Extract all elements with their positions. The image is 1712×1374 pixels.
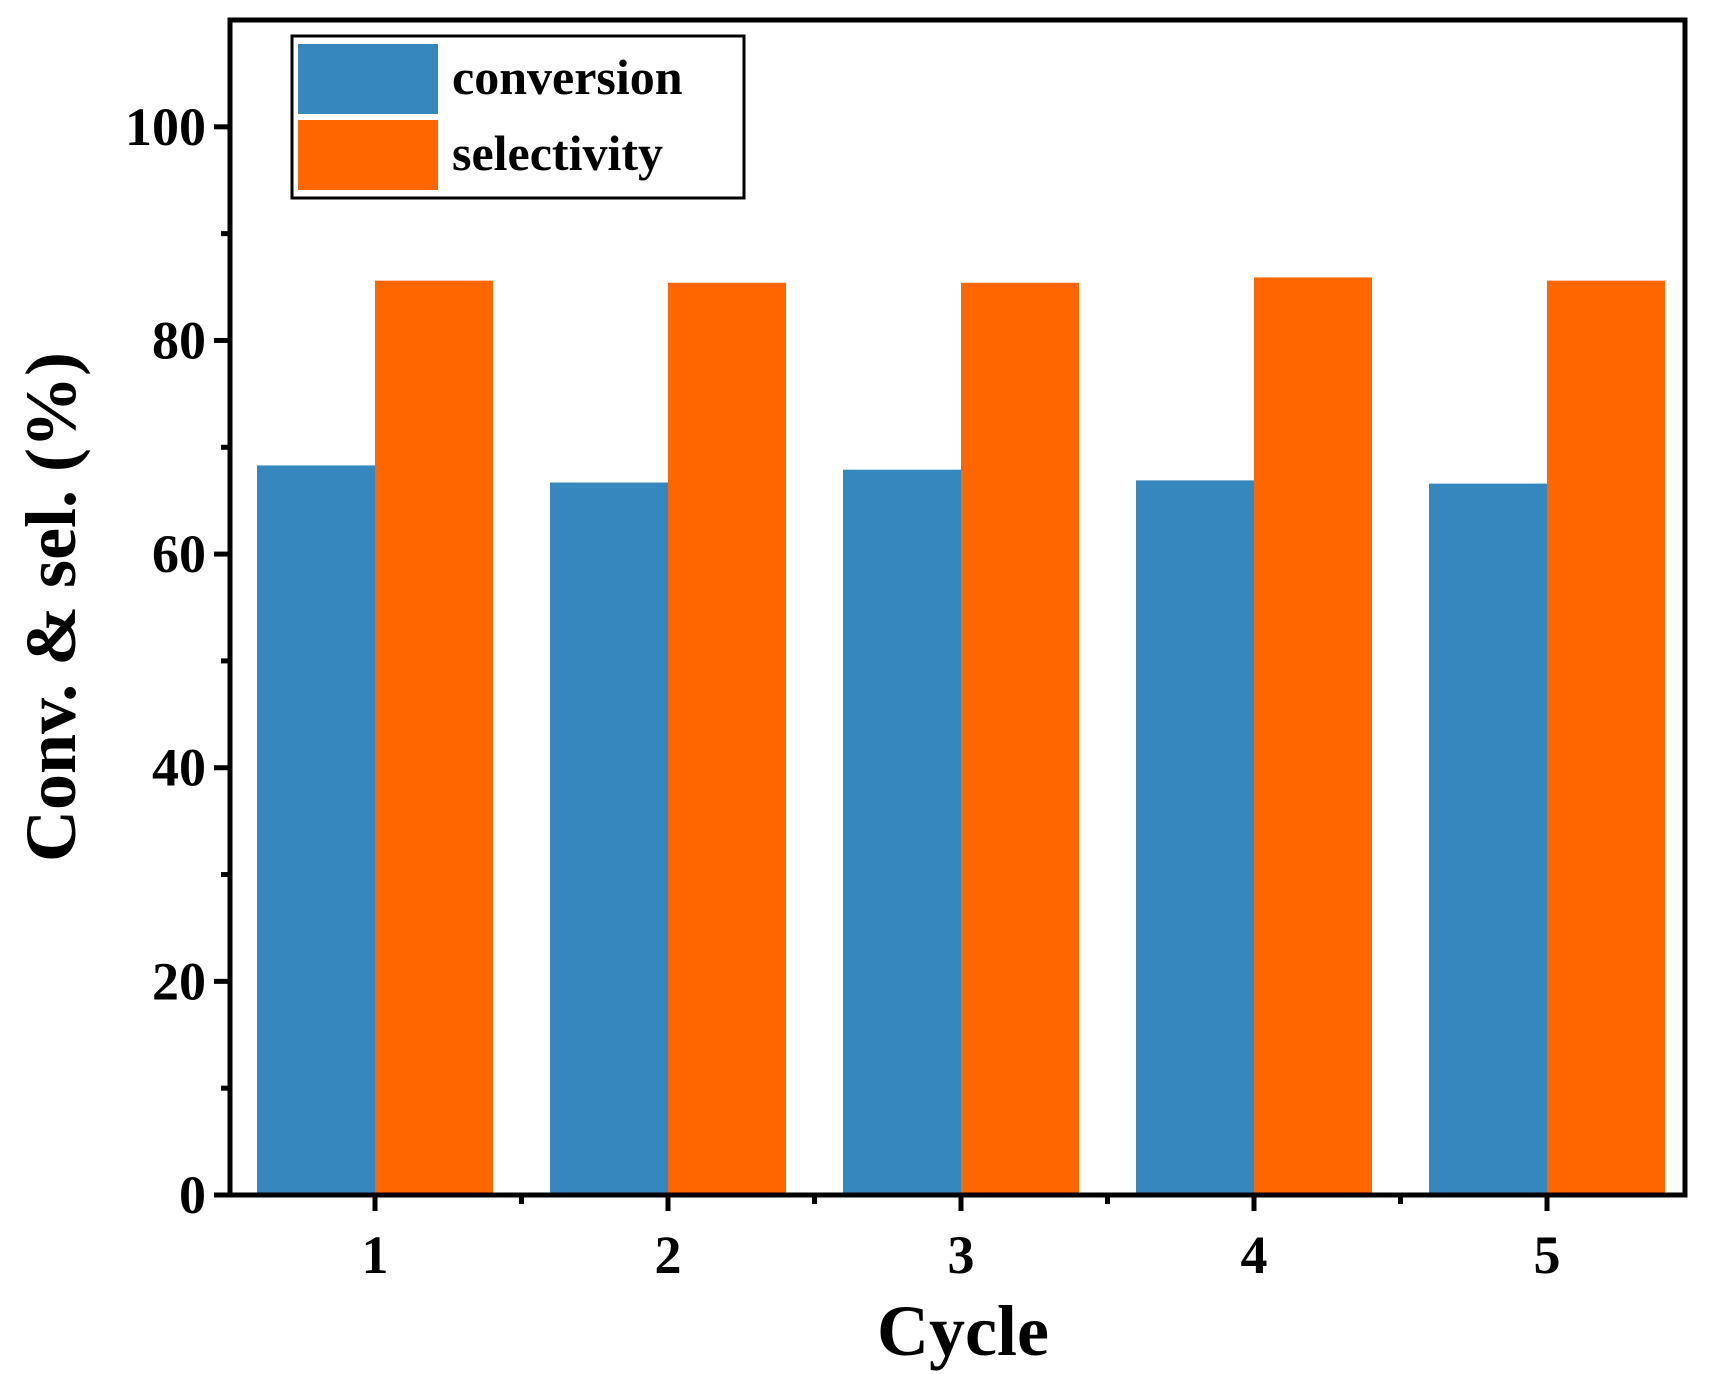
x-tick-label-3: 3	[948, 1225, 975, 1285]
y-tick-label-20: 20	[152, 951, 206, 1011]
bar-selectivity-cycle-3	[961, 282, 1079, 1196]
x-tick-label-4: 4	[1241, 1225, 1268, 1285]
bar-conversion-cycle-4	[1136, 480, 1254, 1195]
x-tick-label-5: 5	[1534, 1225, 1561, 1285]
bars-layer	[257, 277, 1665, 1196]
bar-conversion-cycle-2	[550, 482, 668, 1196]
y-tick-label-100: 100	[125, 97, 206, 157]
bar-selectivity-cycle-1	[375, 280, 493, 1195]
x-axis-title: Cycle	[877, 1291, 1049, 1371]
y-tick-label-60: 60	[152, 524, 206, 584]
legend-swatch-selectivity	[298, 120, 438, 190]
legend-label-selectivity: selectivity	[452, 125, 663, 181]
y-axis-title: Conv. & sel. (%)	[11, 352, 91, 862]
bar-conversion-cycle-1	[257, 465, 375, 1195]
bar-conversion-cycle-5	[1429, 483, 1547, 1195]
x-tick-label-1: 1	[362, 1225, 389, 1285]
plot-frame	[227, 17, 1688, 1198]
y-tick-label-0: 0	[179, 1165, 206, 1225]
legend-label-conversion: conversion	[452, 49, 683, 105]
x-tick-label-2: 2	[655, 1225, 682, 1285]
axes-layer: 0 20 40 60 80 100 1 2 3 4 5	[125, 97, 1561, 1285]
legend: conversion selectivity	[290, 34, 746, 200]
bar-selectivity-cycle-5	[1547, 280, 1665, 1195]
bar-selectivity-cycle-4	[1254, 277, 1372, 1195]
bar-conversion-cycle-3	[843, 469, 961, 1195]
y-tick-label-80: 80	[152, 310, 206, 370]
legend-swatch-conversion	[298, 44, 438, 114]
bar-selectivity-cycle-2	[668, 282, 786, 1196]
y-tick-label-40: 40	[152, 738, 206, 798]
